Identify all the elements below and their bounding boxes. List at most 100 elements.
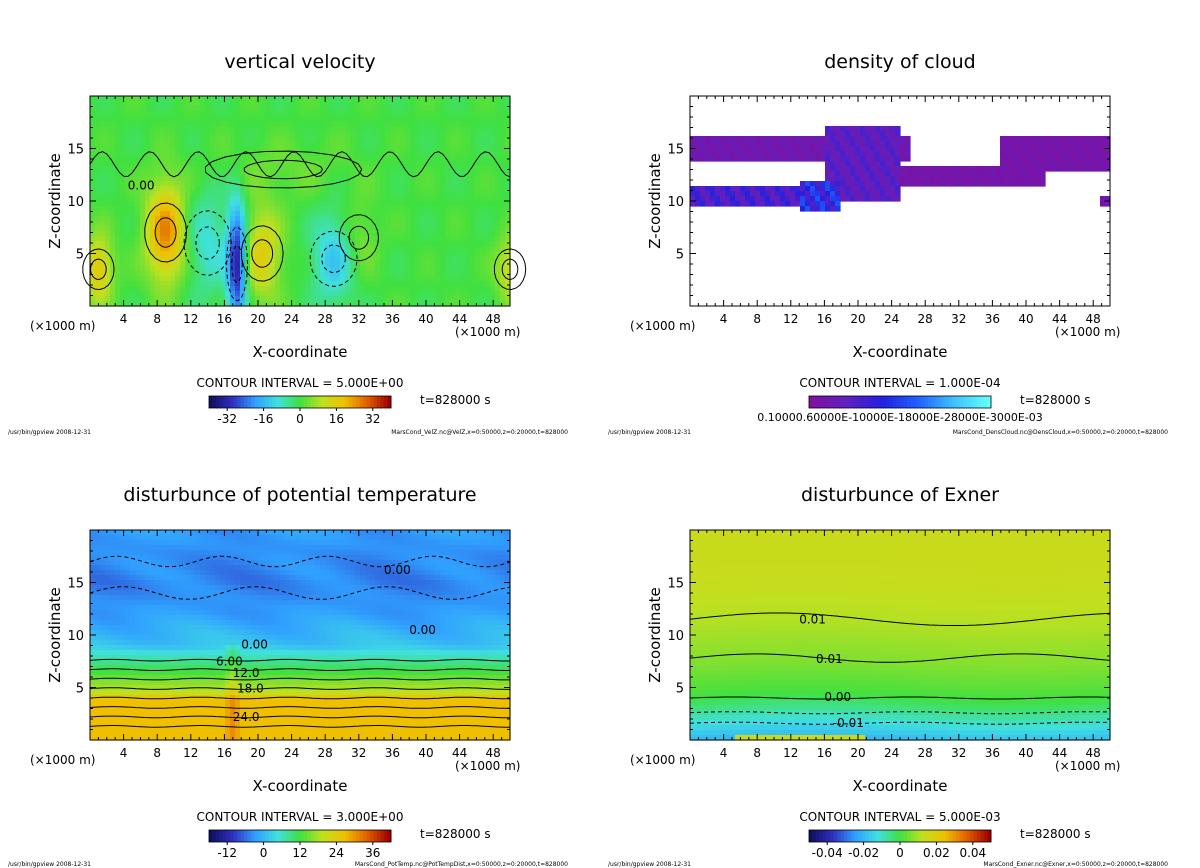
colorbar-cell — [837, 396, 841, 408]
field-cell — [125, 111, 131, 117]
field-cell — [470, 166, 476, 172]
field-cell — [500, 166, 506, 172]
field-cell — [375, 256, 381, 262]
field-cell — [200, 186, 206, 192]
field-cell — [110, 236, 116, 242]
field-cell — [180, 211, 186, 217]
field-cell — [210, 276, 216, 282]
field-cell — [160, 116, 166, 122]
field-cell — [350, 276, 356, 282]
field-cell — [1105, 166, 1111, 172]
field-cell — [295, 196, 301, 202]
field-cell — [115, 136, 121, 142]
field-cell — [210, 96, 216, 102]
field-cell — [715, 136, 721, 142]
field-cell — [400, 221, 406, 227]
field-cell — [320, 301, 326, 307]
field-cell — [470, 171, 476, 177]
field-cell — [895, 196, 901, 202]
field-cell — [305, 231, 311, 237]
field-cell — [1100, 136, 1106, 142]
field-cell — [740, 136, 746, 142]
field-cell — [95, 126, 101, 132]
field-cell — [305, 141, 311, 147]
field-cell — [305, 111, 311, 117]
field-cell — [150, 161, 156, 167]
field-cell — [1070, 151, 1076, 157]
field-cell — [105, 710, 111, 716]
field-cell — [150, 126, 156, 132]
field-cell — [110, 301, 116, 307]
field-cell — [455, 151, 461, 157]
field-cell — [265, 266, 271, 272]
field-cell — [110, 256, 116, 262]
field-cell — [795, 136, 801, 142]
field-cell — [160, 196, 166, 202]
contour-line — [144, 202, 188, 263]
field-cell — [990, 171, 996, 177]
field-cell — [285, 111, 291, 117]
field-cell — [405, 251, 411, 257]
field-cell — [90, 545, 96, 551]
field-cell — [890, 166, 896, 172]
field-cell — [375, 226, 381, 232]
plot-area: 0.00 — [82, 96, 527, 307]
field-cell — [190, 176, 196, 182]
field-cell — [415, 116, 421, 122]
field-cell — [770, 136, 776, 142]
field-cell — [290, 166, 296, 172]
field-cell — [330, 151, 336, 157]
field-cell — [350, 156, 356, 162]
field-cell — [325, 281, 331, 287]
field-cell — [390, 121, 396, 127]
field-cell — [215, 271, 221, 277]
field-cell — [205, 296, 211, 302]
field-cell — [1095, 151, 1101, 157]
field-cell — [735, 156, 741, 162]
field-cell — [960, 166, 966, 172]
field-cell — [270, 101, 276, 107]
field-cell — [435, 196, 441, 202]
field-cell — [280, 146, 286, 152]
colorbar-cell — [356, 396, 360, 408]
field-cell — [230, 281, 236, 287]
field-cell — [475, 256, 481, 262]
field-cell — [390, 231, 396, 237]
field-cell — [725, 196, 731, 202]
field-cell — [205, 196, 211, 202]
field-cell — [140, 291, 146, 297]
field-cell — [445, 146, 451, 152]
field-cell — [295, 131, 301, 137]
field-cell — [250, 96, 256, 102]
field-cell — [885, 131, 891, 137]
field-cell — [225, 206, 231, 212]
field-cell — [760, 201, 766, 207]
field-cell — [955, 171, 961, 177]
field-cell — [430, 96, 436, 102]
field-cell — [135, 171, 141, 177]
field-cell — [105, 226, 111, 232]
field-cell — [235, 176, 241, 182]
colorbar-cell — [844, 396, 848, 408]
field-cell — [360, 196, 366, 202]
footer-left: /usr/bin/gpview 2008-12-31 — [8, 429, 91, 436]
field-cell — [500, 191, 506, 197]
field-cell — [450, 176, 456, 182]
field-cell — [350, 291, 356, 297]
field-cell — [465, 271, 471, 277]
field-cell — [305, 136, 311, 142]
field-cell — [415, 231, 421, 237]
field-cell — [290, 256, 296, 262]
field-cell — [495, 231, 501, 237]
field-cell — [90, 236, 96, 242]
field-cell — [345, 171, 351, 177]
field-cell — [250, 271, 256, 277]
field-cell — [340, 281, 346, 287]
field-cell — [890, 181, 896, 187]
field-cell — [210, 191, 216, 197]
field-cell — [1030, 176, 1036, 182]
field-cell — [335, 211, 341, 217]
field-cell — [200, 206, 206, 212]
field-cell — [345, 196, 351, 202]
field-cell — [125, 211, 131, 217]
